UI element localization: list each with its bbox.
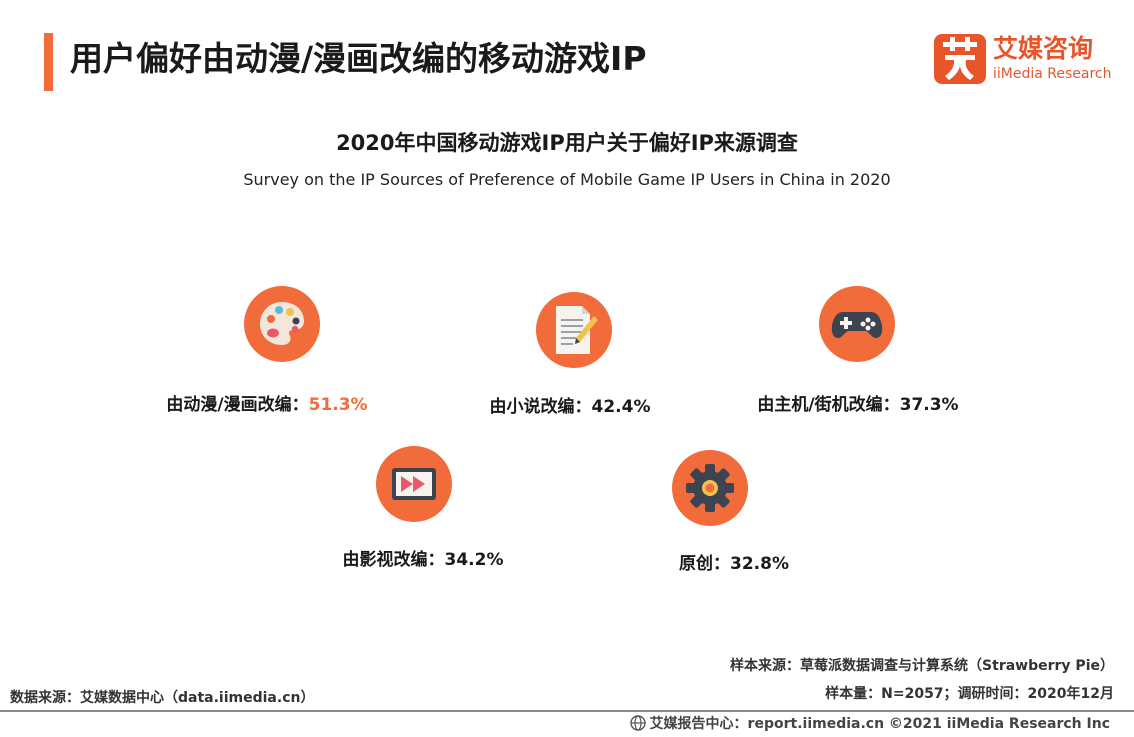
data-source-note: 数据来源：艾媒数据中心（data.iimedia.cn） bbox=[10, 690, 315, 706]
sample-source-note: 样本来源：草莓派数据调查与计算系统（Strawberry Pie） bbox=[730, 658, 1114, 674]
item-name: 由影视改编： bbox=[342, 550, 445, 570]
palette-icon bbox=[244, 286, 320, 362]
logo-mark-icon bbox=[934, 34, 986, 84]
logo-name-cn: 艾媒咨询 bbox=[993, 34, 1094, 63]
gear-icon bbox=[672, 450, 748, 526]
item-value: 34.2% bbox=[444, 550, 504, 570]
page-title: 用户偏好由动漫/漫画改编的移动游戏IP bbox=[70, 39, 647, 78]
item-value: 37.3% bbox=[899, 395, 959, 415]
footer-divider bbox=[0, 710, 1134, 712]
chart-title: 2020年中国移动游戏IP用户关于偏好IP来源调查 bbox=[336, 131, 798, 155]
document-pencil-icon bbox=[536, 292, 612, 368]
item-value: 42.4% bbox=[591, 397, 651, 417]
footer-text: 艾媒报告中心：report.iimedia.cn ©2021 iiMedia R… bbox=[649, 716, 1110, 732]
item-label-console: 由主机/街机改编：37.3% bbox=[757, 393, 958, 417]
sample-size-note: 样本量：N=2057；调研时间：2020年12月 bbox=[825, 686, 1114, 702]
brand-logo: 艾媒咨询 iiMedia Research bbox=[933, 33, 1113, 87]
title-accent-bar bbox=[44, 33, 53, 91]
globe-icon bbox=[629, 715, 646, 731]
item-label-film: 由影视改编：34.2% bbox=[343, 548, 504, 572]
item-label-novel: 由小说改编：42.4% bbox=[490, 395, 651, 419]
item-label-original: 原创：32.8% bbox=[679, 552, 789, 576]
item-name: 由主机/街机改编： bbox=[757, 395, 900, 415]
gamepad-icon bbox=[819, 286, 895, 362]
chart-subtitle: Survey on the IP Sources of Preference o… bbox=[243, 170, 891, 189]
footer: 艾媒报告中心：report.iimedia.cn ©2021 iiMedia R… bbox=[629, 714, 1110, 734]
video-play-icon bbox=[376, 446, 452, 522]
logo-name-en: iiMedia Research bbox=[993, 66, 1112, 82]
item-name: 由小说改编： bbox=[489, 397, 592, 417]
item-name: 由动漫/漫画改编： bbox=[166, 395, 309, 415]
item-value: 32.8% bbox=[730, 554, 789, 574]
item-label-anime: 由动漫/漫画改编：51.3% bbox=[166, 393, 367, 417]
item-value: 51.3% bbox=[308, 395, 368, 415]
item-name: 原创： bbox=[679, 554, 731, 574]
